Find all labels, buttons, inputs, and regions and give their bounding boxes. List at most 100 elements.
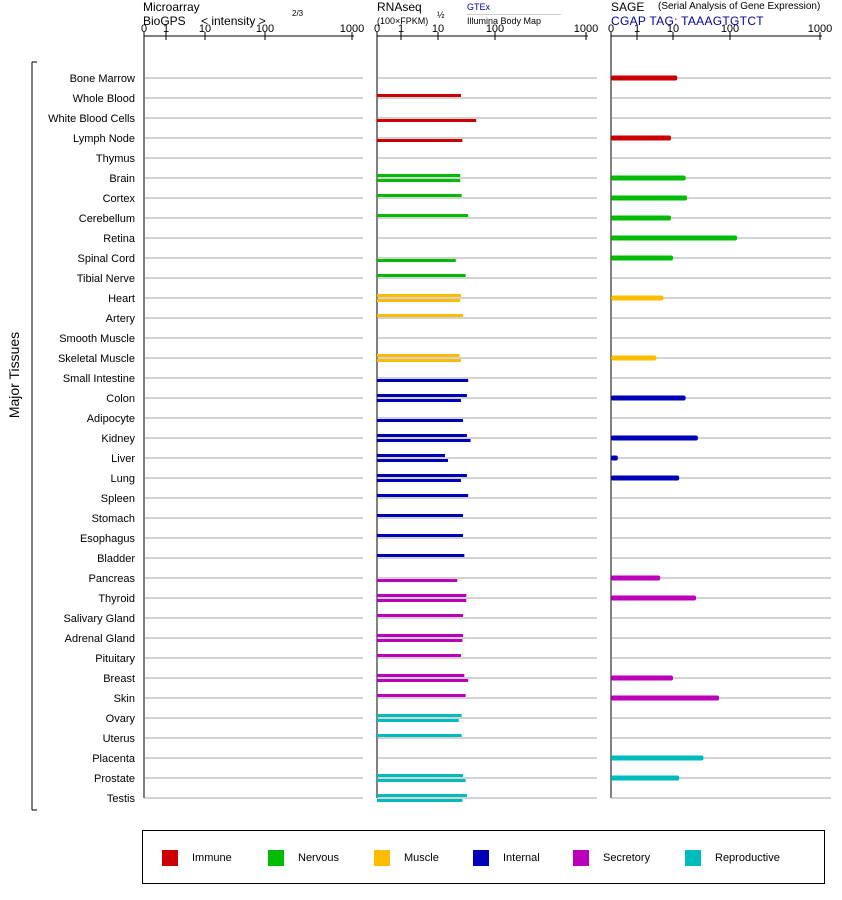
tissue-label: Lymph Node — [73, 133, 135, 145]
rnaseq-gtex-bar — [377, 94, 461, 97]
panel-0-tick-label-0: 0 — [141, 23, 147, 35]
rnaseq-ibm-bar — [377, 359, 461, 362]
rnaseq-gtex-bar — [377, 794, 467, 797]
sage-bar — [611, 455, 618, 461]
sage-tag-link[interactable]: CGAP TAG: TAAAGTGTCT — [611, 14, 764, 28]
source-divider — [467, 14, 561, 15]
y-axis-label: Major Tissues — [6, 332, 22, 418]
panel-0-tick-label-2: 10 — [199, 23, 211, 35]
rnaseq-ibm-bar — [377, 799, 463, 802]
intensity-label: < intensity > — [201, 14, 266, 28]
rnaseq-gtex-bar — [377, 554, 465, 557]
rnaseq-gtex-bar — [377, 774, 464, 777]
tissue-label: Whole Blood — [73, 93, 135, 105]
rnaseq-ibm-bar — [377, 719, 459, 722]
tissue-label: Pancreas — [89, 573, 136, 585]
panel-1-tick-label-0: 0 — [374, 23, 380, 35]
rnaseq-gtex-bar — [377, 434, 467, 437]
rnaseq-ibm-bar — [377, 679, 469, 682]
rnaseq-ibm-bar — [377, 299, 461, 302]
legend-swatch-secretory — [573, 850, 589, 866]
legend-label-immune: Immune — [192, 852, 232, 864]
legend-item-reproductive: Reproductive — [685, 849, 780, 867]
tissue-label: Liver — [111, 453, 135, 465]
legend-label-nervous: Nervous — [298, 852, 339, 864]
rnaseq-gtex-bar — [377, 494, 469, 497]
tissue-label: Retina — [103, 233, 136, 245]
tissue-label: Breast — [103, 673, 135, 685]
rnaseq-ibm-bar — [377, 259, 456, 262]
legend-swatch-immune — [162, 850, 178, 866]
tissue-label: Stomach — [92, 513, 135, 525]
rnaseq-gtex-bar — [377, 634, 464, 637]
tissue-label: Brain — [109, 173, 135, 185]
sage-bar — [611, 195, 688, 201]
legend-label-reproductive: Reproductive — [715, 852, 780, 864]
sage-bar — [611, 775, 680, 781]
rnaseq-gtex-bar — [377, 294, 461, 297]
rnaseq-ibm-bar — [377, 779, 466, 782]
fpkm-exponent: ½ — [437, 10, 445, 20]
tissue-label: Adipocyte — [87, 413, 135, 425]
rnaseq-gtex-bar — [377, 314, 464, 317]
rnaseq-gtex-bar — [377, 514, 464, 517]
tissue-label: Tibial Nerve — [77, 273, 135, 285]
panel-1-tick-label-4: 1000 — [574, 23, 598, 35]
rnaseq-ibm-bar — [377, 599, 467, 602]
illumina-body-map-label: Illumina Body Map — [467, 16, 542, 26]
tissue-label: Skin — [114, 693, 135, 705]
tissue-label: Thyroid — [98, 593, 135, 605]
tissue-label: Spleen — [101, 493, 135, 505]
tissue-label: Bone Marrow — [70, 73, 135, 85]
sage-bar — [611, 175, 686, 181]
tissue-label: Pituitary — [95, 653, 135, 665]
panel-2-tick-label-3: 100 — [721, 23, 739, 35]
tissue-label: Esophagus — [80, 533, 136, 545]
rnaseq-ibm-bar — [377, 419, 464, 422]
tissue-label: Testis — [107, 793, 136, 805]
tissue-label: Colon — [106, 393, 135, 405]
tissue-label: Cerebellum — [79, 213, 135, 225]
intensity-exponent: 2/3 — [292, 9, 304, 18]
tissue-label: Thymus — [96, 153, 136, 165]
rnaseq-gtex-bar — [377, 174, 461, 177]
rnaseq-gtex-bar — [377, 654, 461, 657]
rnaseq-gtex-bar — [377, 674, 465, 677]
rnaseq-ibm-bar — [377, 119, 477, 122]
rnaseq-ibm-bar — [377, 639, 463, 642]
microarray-title: Microarray — [143, 0, 200, 14]
rnaseq-ibm-bar — [377, 459, 448, 462]
tissue-label: Kidney — [101, 433, 135, 445]
panel-1-tick-label-2: 10 — [432, 23, 444, 35]
rnaseq-ibm-bar — [377, 379, 469, 382]
tissue-label: Bladder — [97, 553, 135, 565]
sage-bar — [611, 575, 661, 581]
tissue-label: White Blood Cells — [48, 113, 135, 125]
sage-title: SAGE — [611, 0, 645, 14]
sage-bar — [611, 475, 680, 481]
tissue-label: Small Intestine — [63, 373, 135, 385]
rnaseq-gtex-bar — [377, 454, 445, 457]
rnaseq-gtex-bar — [377, 714, 462, 717]
panel-2-tick-label-1: 1 — [634, 23, 640, 35]
rnaseq-ibm-bar — [377, 439, 471, 442]
sage-bar — [611, 395, 686, 401]
sage-bar — [611, 755, 704, 761]
legend: Immune Nervous Muscle Internal Secretory… — [142, 830, 825, 884]
gtex-source-link[interactable]: GTEx — [467, 2, 491, 12]
rnaseq-title: RNAseq — [377, 0, 422, 14]
legend-swatch-internal — [473, 850, 489, 866]
sage-bar — [611, 295, 664, 301]
rnaseq-gtex-bar — [377, 354, 460, 357]
legend-label-internal: Internal — [503, 852, 540, 864]
legend-item-immune: Immune — [162, 849, 232, 867]
sage-bar — [611, 595, 697, 601]
rnaseq-gtex-bar — [377, 194, 462, 197]
legend-item-muscle: Muscle — [374, 849, 439, 867]
sage-subtitle: (Serial Analysis of Gene Expression) — [658, 1, 821, 12]
tissue-label: Uterus — [103, 733, 136, 745]
tissue-label: Prostate — [94, 773, 135, 785]
tissue-label: Cortex — [103, 193, 136, 205]
panel-1-tick-label-1: 1 — [398, 23, 404, 35]
legend-swatch-nervous — [268, 850, 284, 866]
